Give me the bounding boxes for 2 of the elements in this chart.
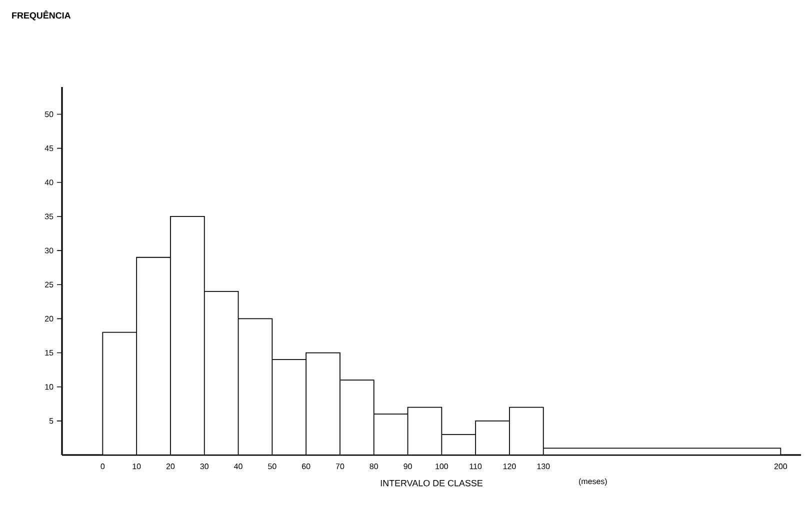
chart-title: FREQUÊNCIA bbox=[12, 10, 71, 20]
x-axis-title: INTERVALO DE CLASSE bbox=[380, 480, 483, 486]
